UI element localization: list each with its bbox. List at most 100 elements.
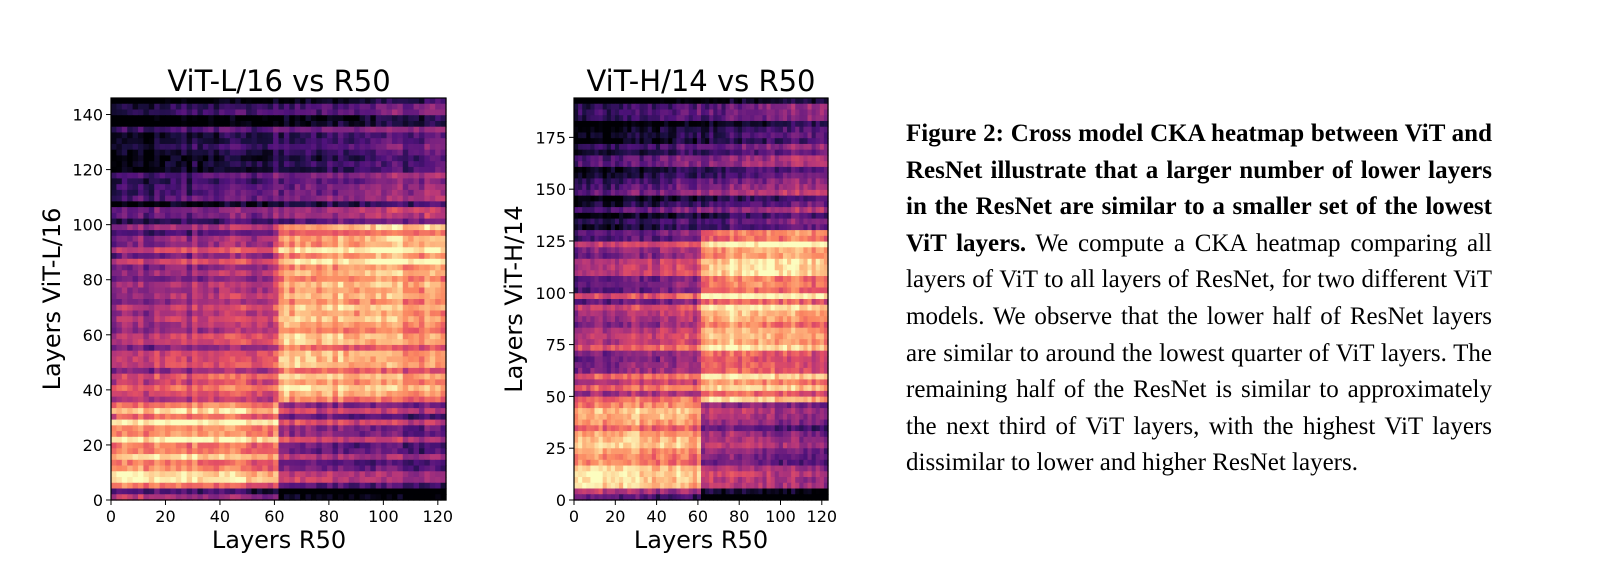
heatmap-cell: [815, 149, 821, 157]
heatmap-cell: [278, 126, 285, 134]
heatmap-cell: [294, 390, 301, 398]
heatmap-cell: [418, 310, 425, 317]
heatmap-cell: [594, 138, 600, 145]
heatmap-cell: [375, 258, 382, 266]
heatmap-cell: [186, 356, 193, 363]
heatmap-cell: [181, 172, 188, 179]
heatmap-cell: [300, 235, 307, 243]
heatmap-cell: [116, 299, 123, 306]
heatmap-cell: [310, 178, 317, 185]
heatmap-cell: [337, 459, 344, 467]
heatmap-cell: [159, 339, 166, 346]
heatmap-cell: [429, 390, 436, 398]
heatmap-cell: [429, 488, 436, 495]
heatmap-cell: [440, 126, 447, 134]
heatmap-cell: [424, 344, 431, 352]
heatmap-cell: [202, 126, 209, 134]
heatmap-cell: [278, 281, 285, 289]
heatmap-cell: [213, 155, 220, 162]
heatmap-cell: [348, 310, 355, 317]
heatmap-cell: [408, 436, 415, 444]
heatmap-cell: [235, 350, 242, 358]
heatmap-cell: [381, 471, 388, 478]
heatmap-cell: [116, 477, 123, 484]
heatmap-cell: [121, 120, 128, 128]
heatmap-cell: [170, 327, 177, 335]
heatmap-cell: [235, 419, 242, 426]
heatmap-cell: [811, 120, 817, 128]
heatmap-cell: [251, 299, 258, 306]
heatmap-cell: [332, 253, 339, 260]
heatmap-cell: [305, 172, 312, 179]
heatmap-cell: [364, 373, 371, 380]
heatmap-cell: [364, 172, 371, 179]
heatmap-cell: [229, 287, 236, 294]
heatmap-cell: [240, 224, 247, 231]
heatmap-cell: [121, 408, 128, 415]
heatmap-cell: [165, 448, 172, 455]
heatmap-cell: [791, 132, 796, 139]
heatmap-cell: [397, 98, 404, 105]
heatmap-cell: [746, 143, 751, 151]
heatmap-cell: [823, 115, 829, 122]
heatmap-cell: [343, 109, 350, 116]
heatmap-cell: [370, 189, 377, 197]
heatmap-cell: [408, 465, 415, 472]
heatmap-cell: [116, 103, 123, 111]
heatmap-cell: [273, 115, 280, 122]
heatmap-cell: [381, 241, 388, 248]
heatmap-cell: [262, 385, 269, 392]
heatmap-cell: [262, 253, 269, 260]
heatmap-cell: [343, 402, 350, 409]
heatmap-cell: [424, 98, 431, 105]
heatmap-cell: [192, 281, 199, 289]
heatmap-cell: [408, 379, 415, 386]
heatmap-cell: [121, 419, 128, 426]
heatmap-cell: [696, 149, 702, 157]
heatmap-cell: [386, 321, 393, 329]
heatmap-cell: [348, 270, 355, 277]
heatmap-cell: [435, 149, 442, 157]
heatmap-cell: [705, 132, 710, 139]
heatmap-cell: [758, 115, 764, 122]
heatmap-cell: [251, 258, 258, 266]
heatmap-cell: [354, 465, 361, 472]
heatmap-cell: [348, 471, 355, 478]
heatmap-cell: [803, 138, 809, 145]
heatmap-cell: [811, 138, 817, 145]
heatmap-cell: [224, 293, 231, 300]
heatmap-cell: [148, 103, 155, 111]
heatmap-cell: [408, 350, 415, 358]
heatmap-cell: [121, 494, 128, 501]
heatmap-cell: [224, 413, 231, 421]
heatmap-cell: [165, 224, 172, 231]
heatmap-cell: [391, 155, 398, 162]
heatmap-cell: [582, 109, 587, 116]
heatmap-cell: [181, 465, 188, 472]
heatmap-cell: [262, 143, 269, 151]
heatmap-cell: [316, 362, 323, 369]
heatmap-cell: [647, 109, 653, 116]
heatmap-cell: [116, 442, 123, 449]
heatmap-cell: [586, 126, 591, 134]
heatmap-cell: [429, 310, 436, 317]
heatmap-cell: [359, 241, 366, 248]
heatmap-cell: [283, 224, 290, 231]
heatmap-cell: [111, 161, 117, 168]
heatmap-cell: [224, 264, 231, 271]
heatmap-cell: [132, 454, 139, 461]
heatmap-cell: [229, 120, 236, 128]
heatmap-cell: [278, 172, 285, 179]
heatmap-cell: [791, 103, 796, 111]
heatmap-cell: [267, 172, 274, 179]
heatmap-cell: [289, 385, 296, 392]
heatmap-cell: [310, 431, 317, 438]
heatmap-cell: [170, 310, 177, 317]
heatmap-cell: [283, 339, 290, 346]
heatmap-cell: [229, 258, 236, 266]
heatmap-cell: [429, 189, 436, 197]
heatmap-cell: [181, 482, 188, 490]
heatmap-cell: [429, 373, 436, 380]
heatmap-cell: [262, 327, 269, 335]
heatmap-cell: [807, 109, 813, 116]
